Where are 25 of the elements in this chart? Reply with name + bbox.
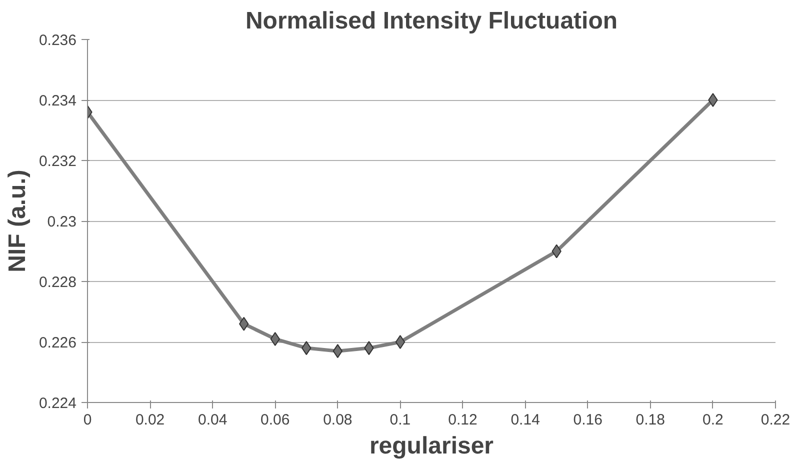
y-tick-label: 0.228 [38, 274, 77, 291]
y-tick-label: 0.234 [38, 92, 77, 110]
point [332, 344, 343, 358]
x-tick-label: 0.2 [702, 412, 724, 428]
x-tick-label: 0.04 [198, 412, 228, 428]
y-tick-label: 0.236 [38, 32, 77, 49]
chart-title: Normalised Intensity Fluctuation [245, 8, 618, 34]
x-tick-label: 0 [83, 412, 92, 428]
y-tick-label: 0.23 [47, 214, 77, 230]
x-tick-label: 0.06 [260, 412, 290, 428]
x-tick-label: 0.08 [323, 412, 352, 428]
x-tick-label: 0.16 [573, 412, 602, 428]
point [708, 93, 718, 107]
x-tick-label: 0.12 [448, 412, 478, 428]
point [395, 335, 406, 349]
y-axis-title: NIF (a.u.) [4, 170, 31, 272]
x-tick-label: 0.1 [390, 412, 411, 428]
x-tick-label: 0.18 [636, 412, 666, 428]
x-tick-label: 0.22 [760, 412, 790, 428]
y-tick-label: 0.224 [38, 395, 77, 412]
y-tick-label: 0.226 [38, 334, 77, 352]
y-tick-label: 0.232 [38, 153, 77, 170]
x-axis-title: regulariser [369, 432, 494, 460]
x-tick-label: 0.02 [135, 412, 165, 428]
x-tick-label: 0.14 [510, 412, 540, 428]
